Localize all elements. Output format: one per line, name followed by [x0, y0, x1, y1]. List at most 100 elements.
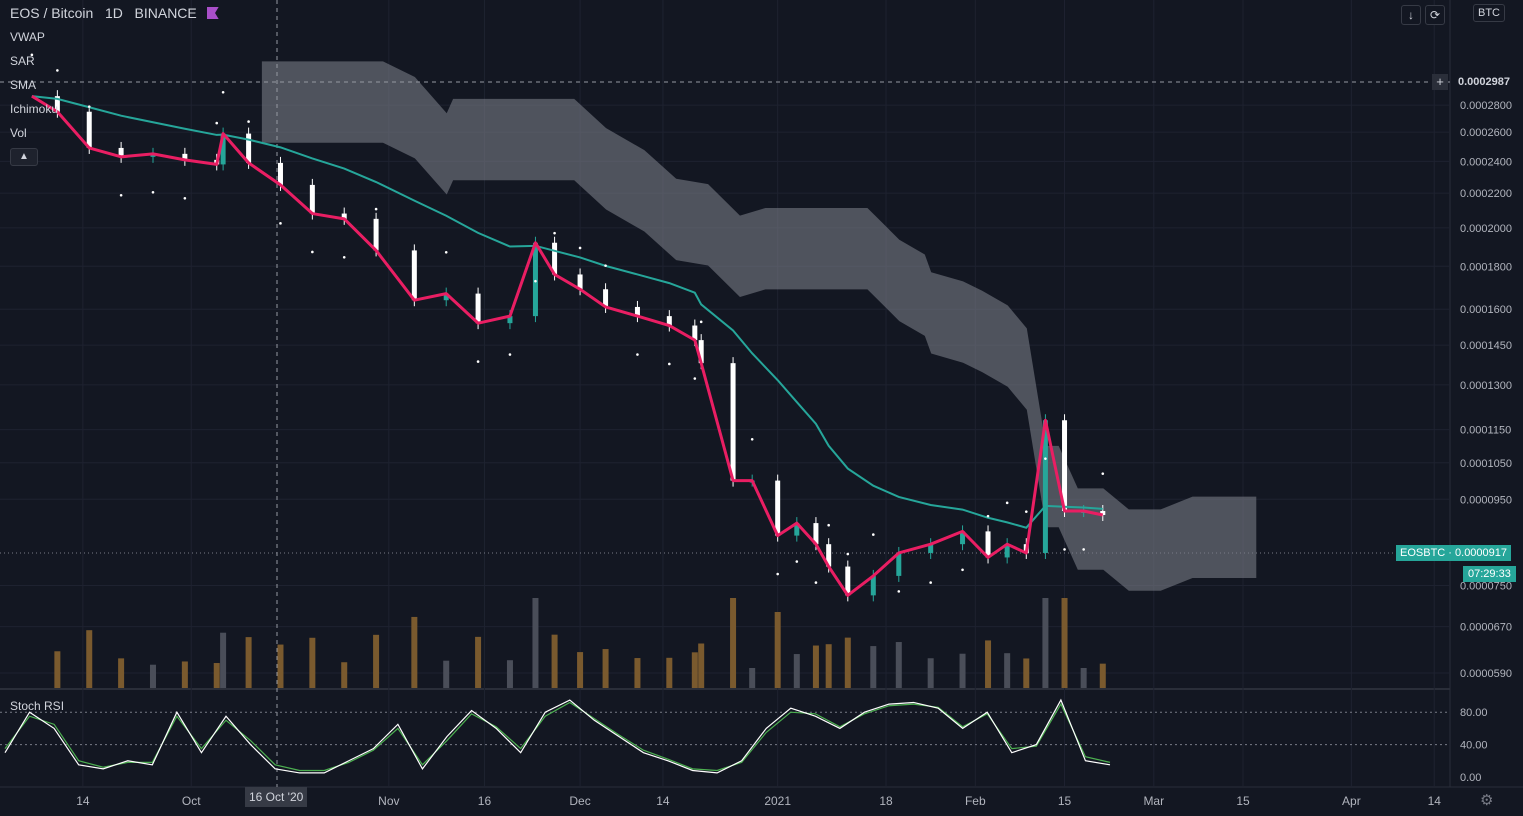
volume-bar — [895, 642, 902, 688]
x-tick-label: 15 — [1058, 794, 1072, 808]
stoch-y-tick: 0.00 — [1460, 772, 1481, 784]
candle-body — [182, 153, 188, 160]
volume-bar — [1023, 658, 1030, 688]
download-icon[interactable]: ↓ — [1401, 5, 1421, 25]
candle-body — [928, 544, 934, 553]
candle-body — [826, 544, 832, 567]
crosshair-date-label: 16 Oct '20 — [245, 787, 308, 807]
sma-line — [31, 94, 1104, 597]
y-tick-label: 0.0000670 — [1460, 622, 1512, 634]
y-tick-label: 0.0002600 — [1460, 127, 1512, 139]
sar-dot — [1101, 472, 1105, 475]
candle-body — [552, 242, 558, 275]
candle-body — [698, 340, 704, 364]
flag-icon[interactable] — [206, 7, 219, 19]
symbol-name: EOS / Bitcoin — [10, 5, 94, 21]
currency-button[interactable]: BTC — [1473, 4, 1505, 22]
sar-dot — [986, 514, 990, 518]
sar-dot — [668, 362, 671, 366]
sar-dot — [508, 353, 512, 356]
indicator-sma[interactable]: SMA — [10, 78, 37, 92]
x-tick-label: 15 — [1236, 794, 1250, 808]
candle-body — [1042, 420, 1048, 553]
x-tick-label: 14 — [76, 794, 90, 808]
exchange-label: BINANCE — [134, 5, 197, 21]
volume-bar — [666, 657, 673, 688]
sar-dot — [553, 231, 556, 235]
collapse-legend-button[interactable]: ▲ — [10, 148, 38, 166]
sar-dot — [961, 568, 964, 572]
candle-body — [603, 289, 609, 307]
sar-dot — [374, 207, 378, 211]
x-tick-label: Apr — [1342, 794, 1361, 808]
sar-dot — [750, 437, 754, 441]
volume-bar — [213, 663, 220, 688]
indicator-ichimoku[interactable]: Ichimoku — [10, 102, 59, 116]
candle-body — [794, 523, 800, 536]
candle-body — [896, 552, 902, 576]
volume-bar — [927, 658, 934, 688]
y-tick-label: 0.0002200 — [1460, 188, 1512, 200]
volume-bar — [373, 634, 380, 688]
x-tick-label: 2021 — [764, 794, 791, 808]
sar-dot — [342, 255, 346, 259]
candle-body — [475, 293, 481, 324]
volume-bar — [1099, 663, 1106, 688]
x-tick-label: 14 — [656, 794, 670, 808]
volume-bar — [54, 651, 61, 688]
sar-dot — [444, 250, 448, 254]
sar-dot — [1063, 548, 1066, 551]
candle-body — [54, 96, 60, 112]
candle-body — [1062, 420, 1068, 512]
candle-body — [870, 575, 876, 596]
volume-bar — [793, 654, 800, 688]
symbol-legend: EOS / Bitcoin 1D BINANCE — [10, 5, 219, 21]
volume-bar — [443, 660, 450, 688]
volume-bar — [602, 649, 609, 688]
volume-bar — [1061, 598, 1068, 688]
stoch-rsi-title[interactable]: Stoch RSI — [10, 699, 65, 713]
volume-bar — [730, 598, 737, 688]
candle-body — [341, 213, 347, 219]
candle-body — [220, 133, 226, 165]
candle-body — [1004, 544, 1010, 558]
candle-body — [985, 531, 991, 558]
y-tick-label: 0.0000950 — [1460, 494, 1512, 506]
indicator-sar[interactable]: SAR — [10, 54, 35, 68]
crosshair-price-label: 0.0002987 — [1455, 74, 1513, 90]
volume-bar — [245, 637, 252, 688]
sar-dot — [476, 360, 480, 363]
ichimoku-cloud — [261, 61, 1257, 591]
x-tick-label: Mar — [1143, 794, 1164, 808]
interval-label[interactable]: 1D — [104, 5, 123, 21]
sar-dot — [871, 533, 875, 536]
sar-dot — [795, 560, 799, 563]
sar-dot — [30, 53, 34, 57]
add-plus-icon[interactable]: + — [1432, 74, 1448, 90]
sar-dot — [1005, 501, 1009, 505]
indicator-vol[interactable]: Vol — [10, 126, 27, 140]
gear-icon[interactable]: ⚙ — [1480, 792, 1494, 809]
stoch-y-tick: 80.00 — [1460, 707, 1488, 719]
candle-body — [634, 306, 640, 317]
last-price-label: EOSBTC · 0.0000917 — [1396, 545, 1512, 561]
volume-bar — [749, 668, 756, 688]
volume-bar — [118, 658, 125, 688]
reload-icon[interactable]: ⟳ — [1425, 5, 1445, 25]
sar-dot — [413, 257, 416, 261]
sar-dot — [1044, 457, 1047, 460]
volume-bar — [86, 630, 93, 688]
candle-body — [813, 523, 819, 545]
indicator-vwap[interactable]: VWAP — [10, 30, 45, 44]
sar-dot — [929, 581, 932, 584]
sar-dot — [604, 264, 607, 267]
volume-bar — [691, 652, 698, 688]
sar-dot — [221, 90, 225, 94]
y-tick-label: 0.0001800 — [1460, 261, 1512, 273]
x-tick-label: 18 — [879, 794, 893, 808]
sar-dot — [636, 353, 639, 356]
sar-dot — [776, 572, 779, 576]
y-tick-label: 0.0001300 — [1460, 380, 1512, 392]
candle-body — [411, 250, 417, 301]
